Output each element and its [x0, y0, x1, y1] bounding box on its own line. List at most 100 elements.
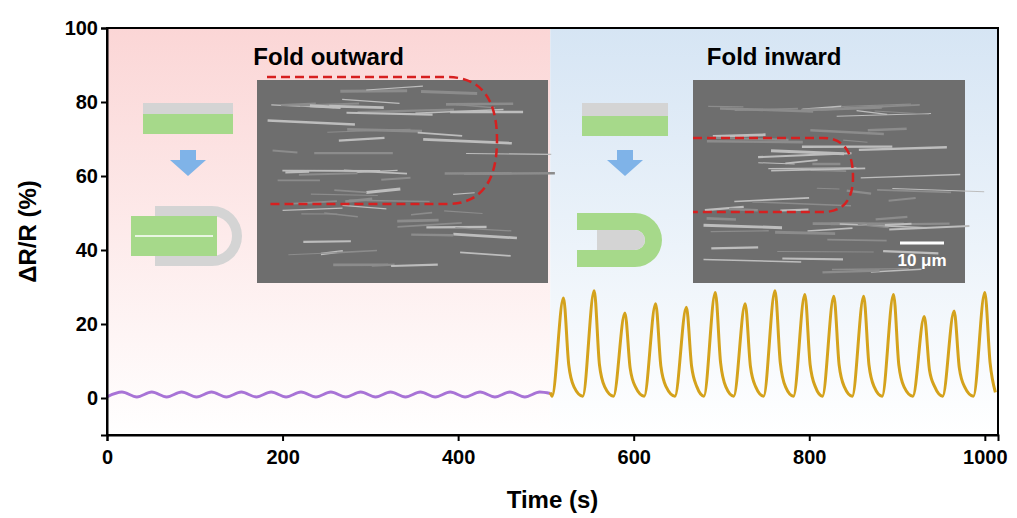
sem-texture	[707, 218, 736, 219]
sem-texture	[771, 151, 844, 154]
tick-label: 60	[76, 165, 98, 187]
tick: 600	[618, 435, 651, 468]
layer	[582, 116, 668, 136]
chart: 10 μm02004006008001000020406080100Fold o…	[0, 0, 1017, 518]
sem-texture	[391, 265, 438, 266]
lines	[107, 291, 995, 397]
tick: 200	[266, 435, 299, 468]
sem-texture	[453, 234, 517, 238]
sem-texture	[876, 217, 908, 220]
sem-texture	[411, 233, 453, 236]
tick-mark	[633, 435, 635, 441]
sem-texture	[342, 99, 399, 103]
x-axis: 0 200 400 600 800 1000	[102, 435, 1008, 468]
layer	[577, 213, 662, 267]
layer	[597, 230, 645, 250]
sem-texture	[822, 271, 879, 273]
sem-texture	[808, 228, 853, 231]
sem-texture	[339, 138, 385, 141]
sem-image	[257, 77, 555, 283]
scale-label: 10 μm	[897, 251, 946, 270]
sem-texture	[342, 205, 386, 209]
sem-texture	[329, 106, 384, 107]
tick-mark	[101, 398, 107, 400]
sem-texture	[810, 130, 884, 134]
sem-texture	[777, 251, 873, 253]
sem-texture	[273, 150, 298, 152]
sem-texture	[337, 251, 377, 253]
tick-label: 40	[76, 239, 98, 261]
tick: 20	[76, 313, 107, 335]
arrow	[170, 150, 206, 176]
sem-texture	[288, 253, 340, 255]
sem-texture	[366, 189, 400, 193]
sem-texture	[841, 104, 911, 106]
sem-texture	[303, 240, 351, 243]
insets: 10 μm	[131, 77, 984, 283]
sem-texture	[456, 105, 495, 108]
sem-texture	[283, 208, 343, 210]
tick: 40	[76, 239, 107, 261]
sem-texture	[708, 106, 743, 108]
sem-texture	[311, 194, 378, 195]
y-axis: 020406080100	[65, 17, 108, 436]
layer	[143, 114, 233, 134]
sem-texture	[278, 179, 320, 181]
tick-label: 1000	[963, 446, 1008, 468]
sem-texture	[801, 107, 882, 110]
sem-texture	[707, 140, 803, 143]
sem-texture	[859, 147, 947, 150]
sem-texture	[713, 135, 766, 137]
sem-texture	[345, 199, 372, 202]
sem-image: 10 μm	[693, 80, 984, 283]
tick-label: 800	[793, 446, 826, 468]
tick-label: 400	[442, 446, 475, 468]
y-axis-title: ΔR/R (%)	[14, 180, 41, 283]
sem-texture	[711, 246, 758, 249]
sem-texture	[735, 109, 798, 110]
tick: 0	[102, 435, 113, 468]
sem-background	[693, 80, 965, 283]
tick: 1000	[963, 435, 1008, 468]
sem-texture	[415, 110, 503, 114]
sem-texture	[802, 145, 892, 148]
tick-mark	[101, 324, 107, 326]
layer	[143, 103, 233, 114]
region-label: Fold outward	[253, 43, 404, 70]
sem-texture	[782, 257, 843, 260]
tick-label: 200	[266, 446, 299, 468]
region-background	[550, 28, 998, 435]
tick-mark	[282, 435, 284, 441]
sem-texture	[889, 198, 916, 201]
sem-texture	[421, 92, 477, 94]
sem-texture	[301, 213, 337, 214]
tick: 60	[76, 165, 107, 187]
sem-texture	[299, 173, 358, 175]
tick: 400	[442, 435, 475, 468]
sem-texture	[327, 129, 410, 132]
outline	[693, 138, 853, 212]
sem-texture	[861, 174, 961, 177]
sem-texture	[418, 133, 462, 136]
sem-texture	[453, 193, 475, 195]
sem-texture	[868, 129, 907, 131]
sem-texture	[397, 220, 438, 221]
sem-texture	[817, 188, 840, 190]
tick-mark	[809, 435, 811, 441]
sem-texture	[334, 190, 366, 192]
tick-label: 100	[65, 17, 98, 39]
sem-texture	[381, 178, 410, 180]
fold-line	[135, 235, 213, 237]
tick-label: 0	[102, 446, 113, 468]
tick: 0	[87, 387, 107, 409]
sem-texture	[366, 86, 423, 90]
sem-texture	[775, 232, 835, 233]
sem-texture	[455, 228, 511, 231]
frame	[107, 28, 998, 435]
sem-texture	[734, 198, 809, 202]
sem-texture	[843, 140, 867, 142]
sem-texture	[768, 167, 856, 169]
tick: 100	[65, 17, 107, 39]
tick-mark	[101, 28, 107, 30]
tick-mark	[101, 176, 107, 178]
